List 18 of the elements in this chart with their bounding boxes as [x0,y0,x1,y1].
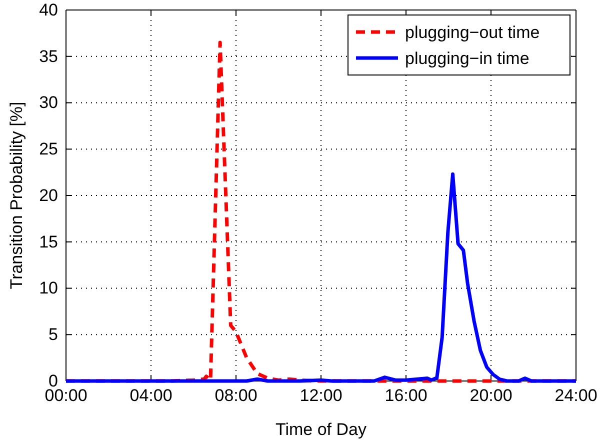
y-tick-label: 25 [39,140,58,159]
y-tick-label: 10 [39,278,58,298]
x-tick-label: 20:00 [470,386,512,406]
x-tick-label: 04:00 [130,386,172,406]
x-axis-title: Time of Day [275,420,367,439]
x-tick-label: 16:00 [384,386,428,406]
y-tick-label: 20 [39,186,58,205]
y-tick-label: 15 [39,232,58,252]
y-axis-title: Transition Probability [%] [7,102,26,290]
legend-label: plugging−out time [405,23,540,42]
y-tick-label: 5 [48,325,58,344]
y-tick-label: 40 [39,0,58,20]
x-tick-label: 12:00 [300,386,342,406]
x-tick-label: 08:00 [214,386,258,406]
y-tick-label: 30 [39,93,58,112]
x-tick-label: 24:00 [554,386,598,406]
y-tick-label: 35 [39,46,58,66]
legend-label: plugging−in time [405,49,530,68]
